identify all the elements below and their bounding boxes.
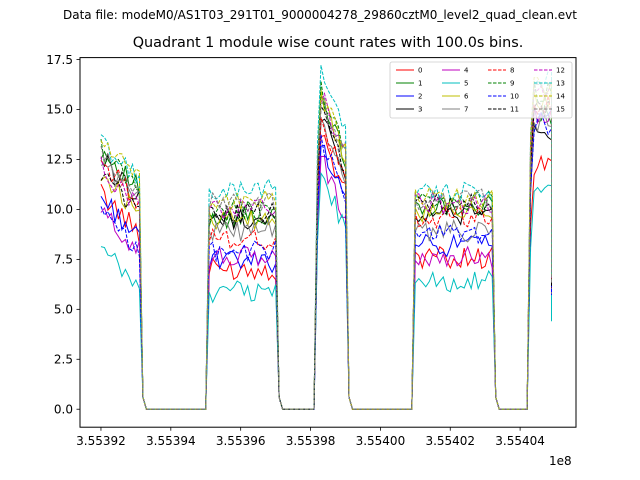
y-tick-label: 0.0 [54, 402, 73, 416]
legend-label-5: 5 [464, 80, 468, 88]
legend-label-14: 14 [556, 93, 565, 101]
y-tick-label: 12.5 [46, 153, 73, 167]
series-line-6 [100, 89, 552, 410]
legend-box [389, 61, 573, 119]
y-axis-ticks: 0.0 2.5 5.0 7.5 10.0 12.5 15.0 17.5 [46, 53, 80, 416]
series-line-9 [100, 80, 552, 410]
legend-label-11: 11 [510, 106, 519, 114]
legend-label-0: 0 [418, 67, 422, 75]
legend-label-10: 10 [510, 93, 519, 101]
series-line-0 [100, 134, 552, 410]
series-line-3 [100, 118, 552, 410]
legend-label-13: 13 [556, 80, 565, 88]
series-line-4 [100, 105, 552, 410]
x-axis-offset-label: 1e8 [549, 454, 572, 468]
series-layer [100, 65, 552, 410]
x-tick-label: 3.55400 [356, 434, 406, 448]
legend-label-15: 15 [556, 106, 565, 114]
series-line-15 [100, 83, 552, 410]
series-line-2 [100, 107, 552, 410]
chart-title: Quadrant 1 module wise count rates with … [132, 35, 524, 51]
legend-label-2: 2 [418, 93, 422, 101]
x-tick-label: 3.55396 [216, 434, 266, 448]
legend-label-3: 3 [418, 106, 422, 114]
series-line-14 [100, 77, 552, 410]
axes-frame [79, 57, 577, 428]
series-line-13 [100, 65, 552, 410]
legend-label-8: 8 [510, 67, 514, 75]
chart-suptitle: Data file: modeM0/AS1T03_291T01_90000042… [63, 8, 577, 22]
y-tick-label: 7.5 [54, 253, 73, 267]
y-tick-label: 15.0 [46, 103, 73, 117]
y-tick-label: 10.0 [46, 203, 73, 217]
x-tick-label: 3.55392 [76, 434, 126, 448]
x-tick-label: 3.55394 [146, 434, 196, 448]
y-tick-label: 17.5 [46, 53, 73, 67]
legend-label-9: 9 [510, 80, 514, 88]
legend-label-1: 1 [418, 80, 422, 88]
series-line-12 [100, 80, 552, 410]
legend-label-12: 12 [556, 67, 565, 75]
x-tick-label: 3.55402 [425, 434, 475, 448]
x-tick-label: 3.55398 [286, 434, 336, 448]
legend-label-6: 6 [464, 93, 469, 101]
legend-label-7: 7 [464, 106, 468, 114]
x-tick-label: 3.55404 [495, 434, 545, 448]
legend-label-4: 4 [464, 67, 469, 75]
x-axis-ticks: 3.55392 3.55394 3.55396 3.55398 3.55400 3.554… [76, 427, 545, 448]
y-tick-label: 2.5 [54, 352, 73, 366]
y-tick-label: 5.0 [54, 303, 73, 317]
